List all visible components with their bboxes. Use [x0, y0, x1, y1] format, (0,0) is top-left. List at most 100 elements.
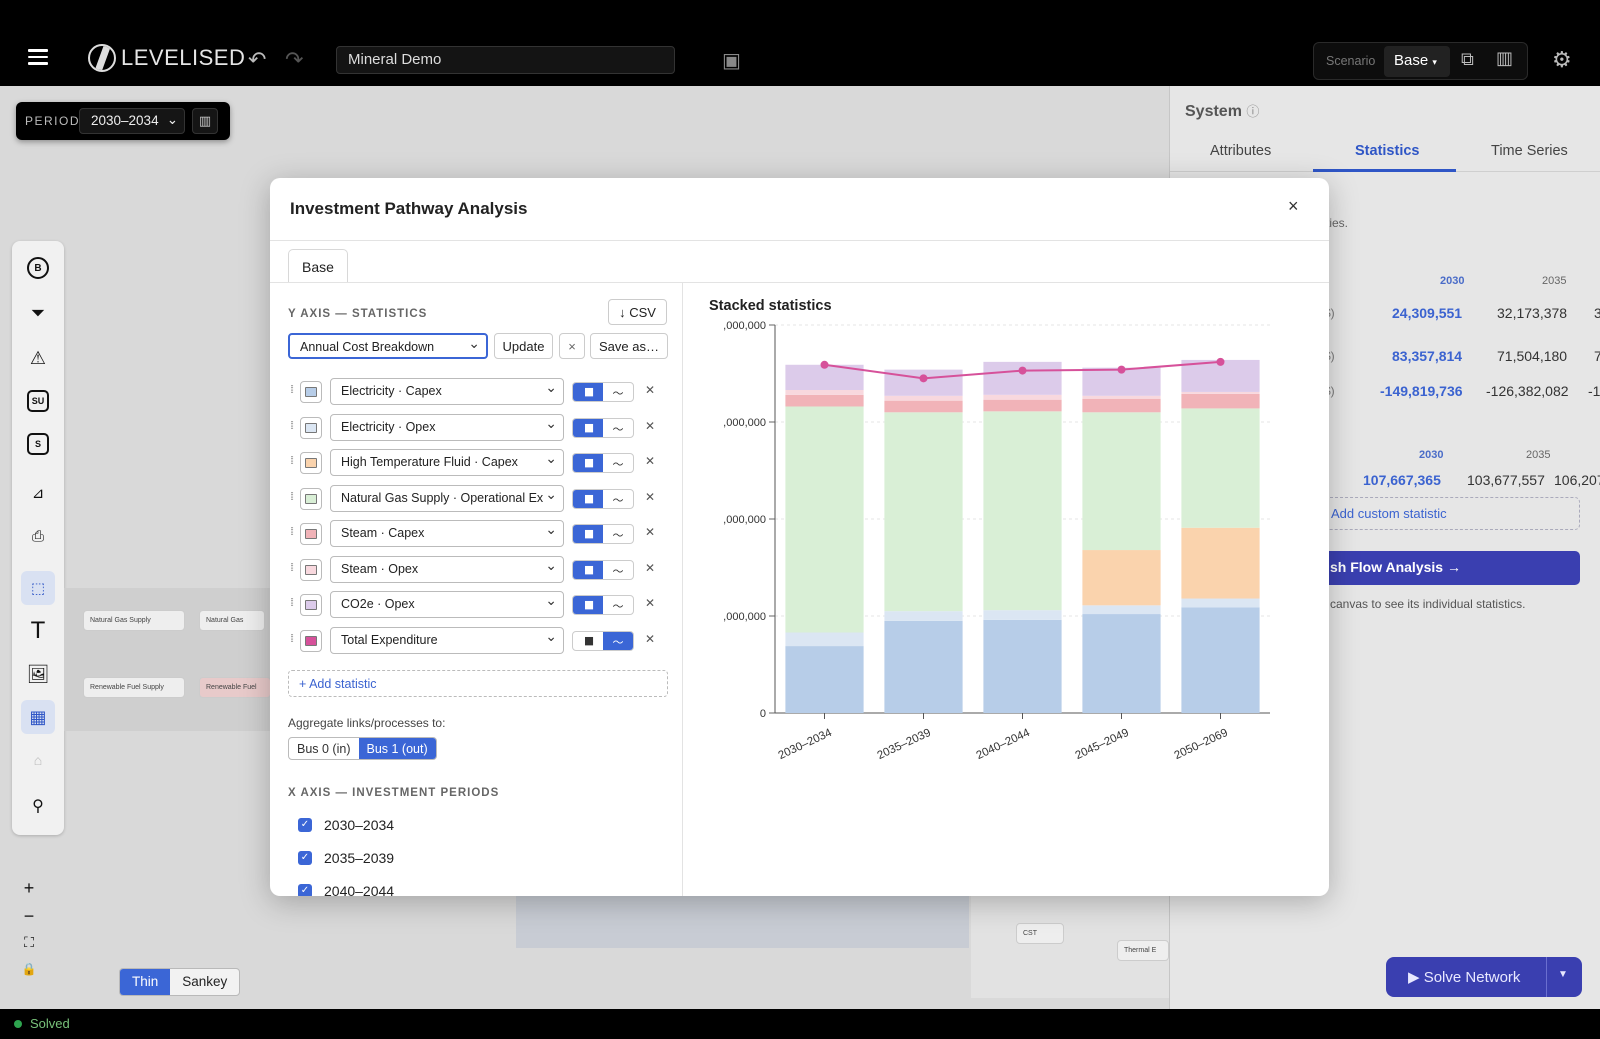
fit-view-icon[interactable]: ⛶: [24, 934, 34, 950]
drag-handle-icon[interactable]: ⁞⁞: [290, 455, 294, 467]
bus-0-option[interactable]: Bus 0 (in): [297, 742, 351, 756]
remove-statistic-icon[interactable]: ✕: [645, 489, 656, 504]
canvas-node[interactable]: Renewable Fuel: [199, 677, 271, 698]
bar-mode-icon[interactable]: ▮▮: [573, 525, 603, 543]
bus-1-option[interactable]: Bus 1 (out): [358, 738, 436, 759]
scenario-dropdown[interactable]: Base ▾: [1384, 46, 1450, 77]
generator-tool-icon[interactable]: ⏷: [30, 302, 46, 323]
copy-scenario-icon[interactable]: ⧉: [1461, 49, 1474, 69]
bar-mode-icon[interactable]: ▮▮: [573, 418, 603, 437]
canvas-node[interactable]: Natural Gas: [199, 610, 265, 631]
bar-mode-icon[interactable]: ▮▮: [573, 560, 603, 579]
redo-icon[interactable]: ↷: [285, 47, 304, 72]
color-swatch[interactable]: [300, 452, 322, 474]
bus-tool-icon[interactable]: B: [27, 257, 49, 279]
cash-flow-analysis-button[interactable]: sh Flow Analysis →: [1320, 551, 1580, 585]
remove-statistic-icon[interactable]: ✕: [645, 596, 656, 610]
remove-statistic-icon[interactable]: ✕: [645, 560, 656, 575]
table-tool-icon[interactable]: ▦: [21, 700, 55, 734]
sankey-mode-button[interactable]: Sankey: [182, 974, 228, 989]
line-mode-icon[interactable]: 〜: [612, 494, 624, 507]
drag-handle-icon[interactable]: ⁞⁞: [290, 419, 294, 432]
line-mode-icon[interactable]: 〜: [612, 530, 624, 542]
update-button[interactable]: Update: [494, 333, 553, 359]
menu-icon[interactable]: [28, 49, 48, 65]
period-checkbox[interactable]: ✓: [298, 884, 312, 896]
store-tool-icon[interactable]: S: [27, 433, 49, 455]
statistic-select[interactable]: High Temperature Fluid · Capex: [330, 449, 564, 476]
document-settings-icon[interactable]: ▣: [722, 50, 741, 72]
clear-preset-button[interactable]: ×: [559, 333, 585, 359]
period-checkbox[interactable]: ✓: [298, 818, 312, 832]
thin-mode-button[interactable]: Thin: [120, 969, 171, 995]
remove-statistic-icon[interactable]: ✕: [645, 418, 656, 433]
drag-handle-icon[interactable]: ⁞⁞: [290, 526, 294, 538]
remove-statistic-icon[interactable]: ✕: [645, 631, 656, 646]
line-mode-icon[interactable]: 〜: [612, 388, 624, 400]
drag-handle-icon[interactable]: ⁞⁞: [290, 561, 294, 574]
color-swatch[interactable]: [300, 416, 322, 439]
drag-handle-icon[interactable]: ⁞⁞: [290, 597, 294, 609]
close-icon[interactable]: ×: [1288, 196, 1299, 216]
lock-icon[interactable]: 🔒: [21, 962, 37, 976]
compare-chart-icon[interactable]: ▥: [1496, 48, 1514, 68]
solve-network-button[interactable]: ▶ Solve Network ▼: [1386, 957, 1582, 997]
line-mode-icon[interactable]: 〜: [612, 601, 624, 613]
solve-options-chevron-icon[interactable]: ▼: [1558, 969, 1568, 980]
lock-tool-icon[interactable]: ⌂: [33, 752, 43, 768]
drag-handle-icon[interactable]: ⁞⁞: [290, 384, 294, 396]
statistic-select[interactable]: Total Expenditure: [330, 626, 564, 654]
add-statistic-button[interactable]: + Add statistic: [288, 670, 668, 697]
line-mode-icon[interactable]: 〜: [612, 423, 624, 436]
color-swatch[interactable]: [300, 523, 322, 545]
zoom-in-icon[interactable]: +: [23, 878, 35, 898]
undo-icon[interactable]: ↶: [248, 47, 267, 72]
zoom-out-icon[interactable]: −: [23, 906, 35, 926]
statistic-select[interactable]: Electricity · Opex: [330, 413, 564, 441]
link-tool-icon[interactable]: ⊿: [31, 485, 45, 502]
gear-icon[interactable]: ⚙: [1552, 47, 1572, 72]
canvas-node[interactable]: Renewable Fuel Supply: [83, 677, 185, 698]
remove-statistic-icon[interactable]: ✕: [645, 454, 656, 468]
bar-mode-icon[interactable]: ▮▮: [573, 454, 603, 472]
text-tool-icon[interactable]: T: [30, 617, 46, 644]
remove-statistic-icon[interactable]: ✕: [645, 525, 656, 539]
period-checkbox[interactable]: ✓: [298, 851, 312, 865]
canvas-node[interactable]: CST: [1016, 923, 1064, 944]
statistic-select[interactable]: Steam · Opex: [330, 555, 564, 583]
statistic-select[interactable]: CO2e · Opex: [330, 591, 564, 618]
statistic-select[interactable]: Steam · Capex: [330, 520, 564, 547]
canvas-node[interactable]: Thermal E: [1117, 940, 1169, 961]
color-swatch[interactable]: [300, 381, 322, 403]
tab-base[interactable]: Base: [288, 249, 348, 283]
project-name-input[interactable]: Mineral Demo: [336, 46, 675, 74]
bar-mode-icon[interactable]: ▮▮: [573, 489, 603, 508]
tab-time-series[interactable]: Time Series: [1491, 143, 1568, 159]
statistic-select[interactable]: Electricity · Capex: [330, 378, 564, 405]
preset-select[interactable]: Annual Cost Breakdown: [288, 333, 488, 359]
tab-statistics[interactable]: Statistics: [1355, 143, 1420, 159]
tab-attributes[interactable]: Attributes: [1210, 143, 1272, 159]
line-mode-icon[interactable]: 〜: [612, 459, 624, 471]
canvas-node[interactable]: Natural Gas Supply: [83, 610, 185, 631]
bar-mode-icon[interactable]: ▮▮: [573, 596, 603, 614]
csv-download-button[interactable]: ↓ CSV: [608, 299, 667, 325]
period-dropdown[interactable]: 2030–2034 ⌄: [79, 108, 185, 134]
shapes-tool-icon[interactable]: ⚲: [32, 798, 44, 815]
period-chart-icon[interactable]: ▥: [192, 108, 218, 134]
image-tool-icon[interactable]: 🖼: [26, 663, 50, 684]
color-swatch[interactable]: [300, 558, 322, 581]
select-tool-icon[interactable]: ⬚: [21, 571, 55, 605]
line-mode-icon[interactable]: 〜: [603, 631, 633, 650]
drag-handle-icon[interactable]: ⁞⁞: [290, 632, 294, 645]
remove-statistic-icon[interactable]: ✕: [645, 383, 656, 397]
color-swatch[interactable]: [300, 629, 322, 652]
process-tool-icon[interactable]: ⎙: [31, 527, 44, 545]
color-swatch[interactable]: [300, 594, 322, 616]
save-as-button[interactable]: Save as…: [590, 333, 668, 359]
statistic-select[interactable]: Natural Gas Supply · Operational Ex: [330, 484, 564, 512]
line-mode-icon[interactable]: 〜: [612, 565, 624, 578]
bar-mode-icon[interactable]: ▮▮: [583, 634, 594, 647]
storage-unit-tool-icon[interactable]: SU: [27, 390, 49, 412]
color-swatch[interactable]: [300, 487, 322, 510]
